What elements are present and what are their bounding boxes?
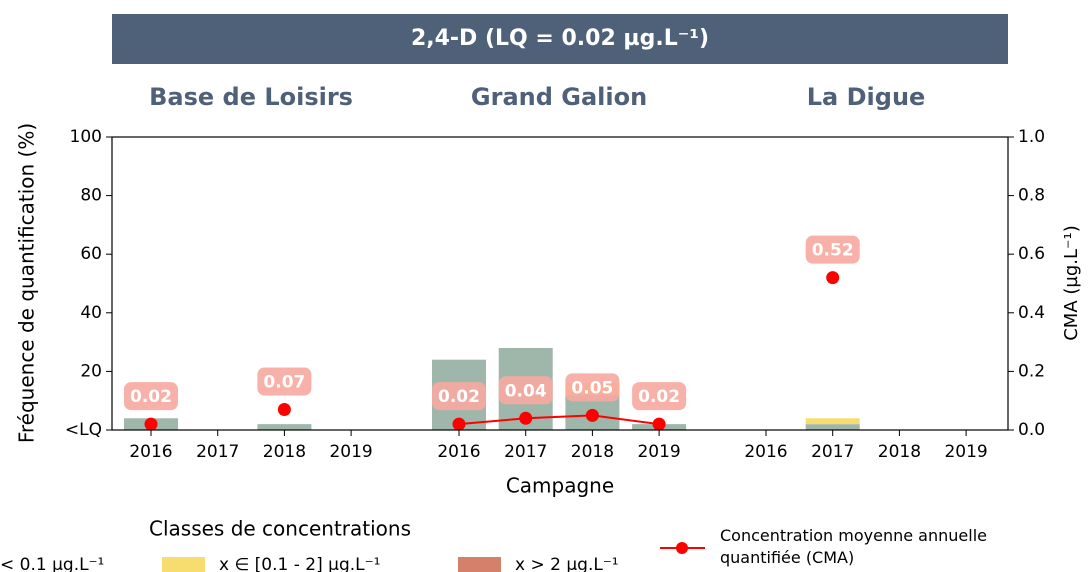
x-tick-label: 2019 <box>637 442 680 462</box>
x-tick-label: 2017 <box>196 442 239 462</box>
x-tick-label: 2019 <box>329 442 372 462</box>
y-tick-label: 60 <box>80 244 102 264</box>
y-tick-label: <LQ <box>65 420 102 440</box>
value-label-box <box>432 382 486 411</box>
legend-label: x > 2 µg.L⁻¹ <box>515 555 619 572</box>
value-label-box <box>565 373 620 402</box>
legend-title: Classes de concentrations <box>149 517 411 541</box>
value-label-box <box>632 382 687 411</box>
x-axis-label: Campagne <box>506 474 614 498</box>
value-label: 0.02 <box>130 387 172 407</box>
cma-point <box>585 408 599 422</box>
group-label: La Digue <box>807 83 926 111</box>
x-tick-label: 2018 <box>263 442 306 462</box>
y-tick-label: 20 <box>80 361 102 381</box>
y2-tick-label: 0.6 <box>1018 244 1045 264</box>
x-tick-label: 2016 <box>437 442 480 462</box>
x-tick-label: 2016 <box>129 442 172 462</box>
x-tick-label: 2018 <box>878 442 921 462</box>
y2-tick-label: 0.0 <box>1018 420 1045 440</box>
y-tick-label: 100 <box>70 127 102 147</box>
x-tick-label: 2017 <box>504 442 547 462</box>
value-label: 0.02 <box>438 387 480 407</box>
y2-tick-label: 1.0 <box>1018 127 1045 147</box>
y2-tick-label: 0.8 <box>1018 186 1045 206</box>
bar-segment <box>257 424 312 430</box>
cma-point <box>826 271 840 285</box>
value-label: 0.52 <box>812 241 854 261</box>
value-label: 0.07 <box>263 372 305 392</box>
bar-segment <box>805 418 860 425</box>
value-label-box <box>498 376 553 405</box>
plot-frame <box>111 136 1009 431</box>
x-tick-label: 2018 <box>571 442 614 462</box>
legend-swatch <box>162 557 205 572</box>
x-tick-label: 2019 <box>944 442 987 462</box>
y-tick-label: 80 <box>80 186 102 206</box>
value-label: 0.05 <box>571 378 613 398</box>
group-label: Base de Loisirs <box>149 83 353 111</box>
value-label: 0.02 <box>638 387 680 407</box>
legend-label: < 0.1 µg.L⁻¹ <box>0 555 104 572</box>
y-tick-label: 40 <box>80 303 102 323</box>
value-label-box <box>124 382 178 411</box>
value-label-box <box>805 235 860 264</box>
value-label: 0.04 <box>505 381 547 401</box>
value-label-box <box>257 367 312 396</box>
y2-tick-label: 0.4 <box>1018 303 1045 323</box>
legend-marker <box>676 542 688 554</box>
cma-point <box>452 417 466 431</box>
bar-segment <box>805 424 860 430</box>
y2-tick-label: 0.2 <box>1018 361 1045 381</box>
legend-swatch <box>458 557 501 572</box>
cma-point <box>144 417 158 431</box>
chart-title: 2,4-D (LQ = 0.02 µg.L⁻¹) <box>411 26 709 51</box>
title-band <box>112 14 1008 64</box>
y-axis-label: Fréquence de quantification (%) <box>15 123 39 443</box>
group-label: Grand Galion <box>471 83 647 111</box>
y2-axis-label: CMA (µg.L⁻¹) <box>1061 225 1082 341</box>
x-tick-label: 2016 <box>744 442 787 462</box>
cma-line <box>458 414 660 426</box>
x-tick-label: 2017 <box>811 442 854 462</box>
legend-label: x ∈ [0.1 - 2] µg.L⁻¹ <box>219 555 380 572</box>
cma-point <box>652 417 666 431</box>
cma-point <box>519 411 533 425</box>
cma-point <box>277 402 291 416</box>
legend-label: Concentration moyenne annuelle quantifiée… <box>720 526 987 567</box>
